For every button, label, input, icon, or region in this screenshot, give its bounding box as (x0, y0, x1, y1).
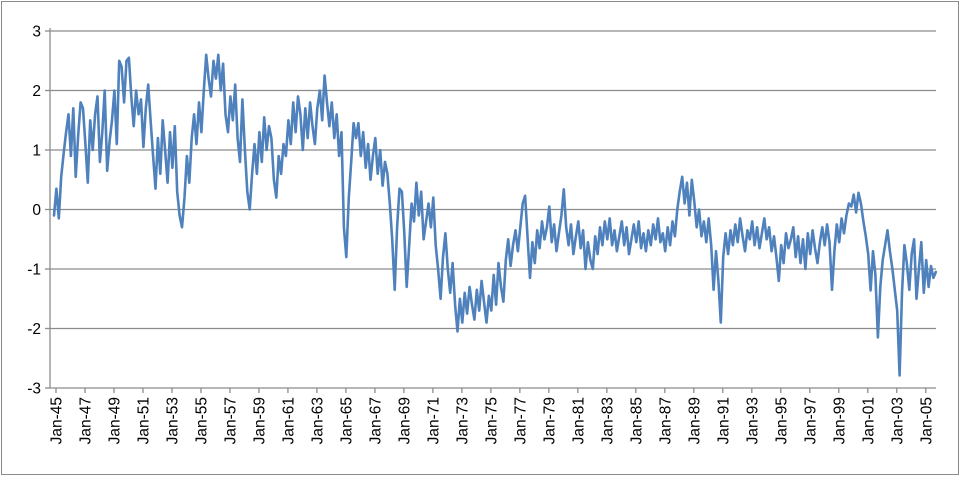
x-axis-tick-label: Jan-81 (570, 397, 587, 444)
x-axis-tick-label: Jan-05 (918, 397, 935, 444)
x-axis-tick-label: Jan-61 (280, 397, 297, 444)
x-axis-tick-label: Jan-85 (628, 397, 645, 444)
x-axis-tick-label: Jan-01 (860, 397, 877, 444)
y-axis-tick-label: 1 (32, 143, 41, 160)
x-axis-tick-label: Jan-79 (541, 397, 558, 444)
x-axis-tick-label: Jan-77 (512, 397, 529, 444)
x-axis-tick-label: Jan-03 (889, 397, 906, 444)
x-axis-tick-label: Jan-65 (338, 397, 355, 444)
x-axis-tick-label: Jan-53 (164, 397, 181, 444)
x-axis-tick-label: Jan-63 (309, 397, 326, 444)
x-axis-tick-label: Jan-47 (77, 397, 94, 444)
x-axis-tick-label: Jan-75 (483, 397, 500, 444)
x-axis-tick-label: Jan-83 (599, 397, 616, 444)
x-axis-tick-label: Jan-67 (367, 397, 384, 444)
x-axis-tick-label: Jan-45 (49, 397, 66, 444)
x-axis-tick-label: Jan-93 (744, 397, 761, 444)
x-axis-tick-label: Jan-95 (773, 397, 790, 444)
x-axis-tick-label: Jan-49 (106, 397, 123, 444)
x-axis-tick-label: Jan-71 (425, 397, 442, 444)
y-axis-tick-label: -1 (27, 262, 41, 279)
x-axis-tick-label: Jan-99 (831, 397, 848, 444)
y-axis-tick-label: -3 (27, 381, 41, 398)
x-axis-tick-label: Jan-55 (193, 397, 210, 444)
y-axis-tick-label: 2 (32, 83, 41, 100)
x-axis-tick-label: Jan-73 (454, 397, 471, 444)
x-axis-tick-label: Jan-69 (396, 397, 413, 444)
series-line (52, 53, 938, 377)
y-axis-tick-label: 0 (32, 202, 41, 219)
x-axis-tick-label: Jan-59 (251, 397, 268, 444)
x-axis-tick-label: Jan-51 (135, 397, 152, 444)
x-axis-tick-label: Jan-57 (222, 397, 239, 444)
y-axis-tick-label: 3 (32, 24, 41, 41)
x-axis-tick-label: Jan-89 (686, 397, 703, 444)
x-axis-tick-label: Jan-91 (715, 397, 732, 444)
x-axis-tick-label: Jan-97 (802, 397, 819, 444)
x-axis-tick-label: Jan-87 (657, 397, 674, 444)
y-axis-tick-label: -2 (27, 321, 41, 338)
